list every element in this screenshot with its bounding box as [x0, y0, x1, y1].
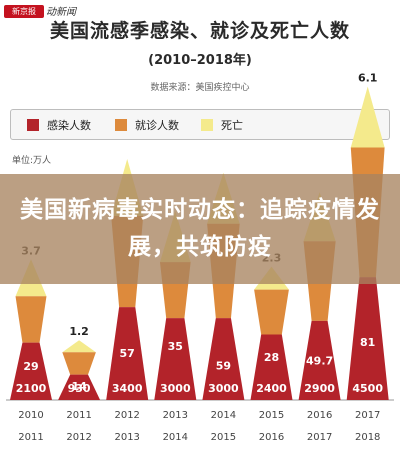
infected-label-2: 3400: [112, 382, 143, 395]
legend-label-infected: 感染人数: [47, 119, 91, 132]
visits-label-0: 29: [23, 360, 38, 373]
infected-mark-6: [298, 320, 341, 400]
visits-label-5: 28: [264, 351, 279, 364]
infected-label-5: 2400: [256, 382, 287, 395]
visits-label-3: 35: [168, 340, 183, 353]
infected-mark-1: [58, 374, 101, 400]
visits-mark-5: [254, 289, 289, 335]
x-tick-label-bottom-2: 2013: [114, 432, 139, 443]
infected-label-4: 3000: [208, 382, 239, 395]
data-source: 数据来源：美国疾控中心: [150, 83, 250, 93]
x-tick-label-bottom-3: 2014: [163, 432, 188, 443]
infected-label-3: 3000: [160, 382, 191, 395]
infected-label-7: 4500: [352, 382, 383, 395]
visits-label-7: 81: [360, 336, 375, 349]
overlay-banner: [0, 174, 400, 284]
x-tick-label-top-1: 2011: [66, 410, 91, 421]
visits-mark-1: [62, 352, 96, 375]
legend-swatch-visits: [115, 119, 127, 131]
x-tick-label-bottom-5: 2016: [259, 432, 284, 443]
infected-mark-4: [202, 318, 245, 400]
infected-label-6: 2900: [304, 382, 335, 395]
legend: 感染人数 就诊人数 死亡: [10, 109, 390, 140]
visits-label-2: 57: [120, 347, 135, 360]
x-tick-label-top-4: 2014: [211, 410, 236, 421]
infected-mark-0: [10, 342, 52, 400]
x-tick-label-bottom-7: 2018: [355, 432, 380, 443]
chart-title: 美国流感季感染、就诊及死亡人数: [49, 20, 350, 42]
x-tick-label-bottom-4: 2015: [211, 432, 236, 443]
visits-label-1: 14: [71, 380, 87, 393]
x-tick-label-top-0: 2010: [18, 410, 43, 421]
unit-label: 单位:万人: [12, 156, 52, 166]
deaths-mark-7: [350, 86, 385, 148]
visits-label-6: 49.7: [306, 355, 333, 368]
chart-subtitle: (2010–2018年): [148, 53, 252, 68]
logo-script: 动新闻: [46, 7, 76, 18]
legend-swatch-infected: [27, 119, 39, 131]
deaths-mark-1: [62, 340, 96, 353]
x-tick-label-top-6: 2016: [307, 410, 332, 421]
x-tick-label-bottom-1: 2012: [66, 432, 91, 443]
x-tick-label-top-7: 2017: [355, 410, 380, 421]
infected-mark-5: [250, 334, 293, 400]
infected-mark-3: [154, 318, 197, 400]
infected-mark-7: [346, 277, 389, 400]
legend-label-deaths: 死亡: [221, 119, 243, 132]
visits-label-4: 59: [216, 359, 231, 372]
logo-badge: 新京报: [4, 5, 44, 18]
legend-item-deaths: 死亡: [201, 117, 243, 133]
legend-item-infected: 感染人数: [27, 117, 91, 133]
legend-swatch-deaths: [201, 119, 213, 131]
x-tick-label-top-2: 2012: [114, 410, 139, 421]
infected-label-1: 930: [68, 382, 91, 395]
deaths-label-1: 1.2: [69, 325, 89, 338]
deaths-label-7: 6.1: [358, 72, 378, 85]
legend-label-visits: 就诊人数: [135, 119, 179, 132]
x-tick-label-bottom-6: 2017: [307, 432, 332, 443]
overlay-banner-text: 美国新病毒实时动态：追踪疫情发展，共筑防疫: [20, 197, 380, 260]
legend-item-visits: 就诊人数: [115, 117, 179, 133]
infected-label-0: 2100: [16, 382, 47, 395]
x-tick-label-top-5: 2015: [259, 410, 284, 421]
infected-mark-2: [106, 307, 149, 400]
x-tick-label-bottom-0: 2011: [18, 432, 43, 443]
x-tick-label-top-3: 2013: [163, 410, 188, 421]
visits-mark-0: [15, 296, 47, 343]
